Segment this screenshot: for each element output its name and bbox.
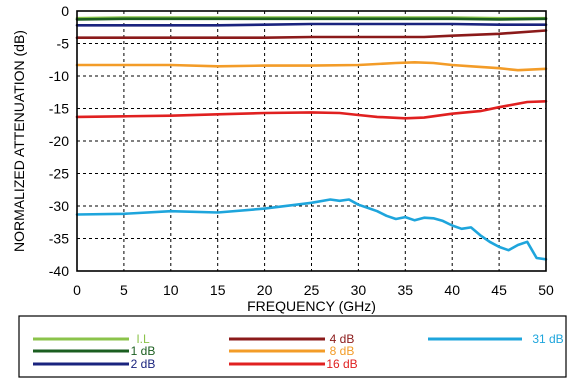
x-tick-label: 0 bbox=[73, 282, 81, 298]
legend-label: 4 dB bbox=[330, 332, 355, 346]
series-line bbox=[75, 17, 548, 21]
x-tick-label: 35 bbox=[398, 282, 414, 298]
legend-label: 1 dB bbox=[131, 344, 156, 358]
x-tick-label: 30 bbox=[351, 282, 367, 298]
y-tick-label: 0 bbox=[61, 3, 69, 19]
legend-label: 8 dB bbox=[330, 344, 355, 358]
x-axis-title: FREQUENCY (GHz) bbox=[247, 298, 376, 314]
data-series bbox=[75, 16, 548, 261]
x-tick-label: 20 bbox=[257, 282, 273, 298]
plot-frame bbox=[76, 10, 547, 272]
grid-lines bbox=[77, 11, 546, 271]
x-tick-label: 40 bbox=[444, 282, 460, 298]
x-axis-ticks: 0 5 10 15 20 25 30 35 40 45 50 bbox=[73, 282, 554, 298]
legend-label: I.L bbox=[136, 332, 150, 346]
x-tick-label: 5 bbox=[120, 282, 128, 298]
series-line bbox=[75, 100, 548, 120]
y-tick-label: -40 bbox=[49, 263, 69, 279]
legend-box bbox=[18, 315, 567, 378]
y-axis-ticks: 0 -5 -10 -15 -20 -25 -30 -35 -40 bbox=[49, 3, 69, 279]
y-axis-title: NORMALIZED ATTENUATION (dB) bbox=[11, 30, 27, 252]
x-tick-label: 45 bbox=[491, 282, 507, 298]
y-tick-label: -10 bbox=[49, 68, 69, 84]
x-tick-label: 25 bbox=[304, 282, 320, 298]
series-line bbox=[75, 60, 548, 72]
x-tick-label: 10 bbox=[163, 282, 179, 298]
y-tick-label: -15 bbox=[49, 101, 69, 117]
y-tick-label: -20 bbox=[49, 133, 69, 149]
legend-label: 16 dB bbox=[326, 357, 357, 371]
x-tick-label: 15 bbox=[210, 282, 226, 298]
y-tick-label: -25 bbox=[49, 166, 69, 182]
x-tick-label: 50 bbox=[538, 282, 554, 298]
legend-label: 31 dB bbox=[532, 332, 563, 346]
legend-label: 2 dB bbox=[131, 357, 156, 371]
y-tick-label: -30 bbox=[49, 198, 69, 214]
series-line bbox=[75, 198, 548, 261]
series-line bbox=[75, 22, 548, 27]
series-line bbox=[75, 29, 548, 40]
y-tick-label: -35 bbox=[49, 231, 69, 247]
y-tick-label: -5 bbox=[57, 36, 70, 52]
